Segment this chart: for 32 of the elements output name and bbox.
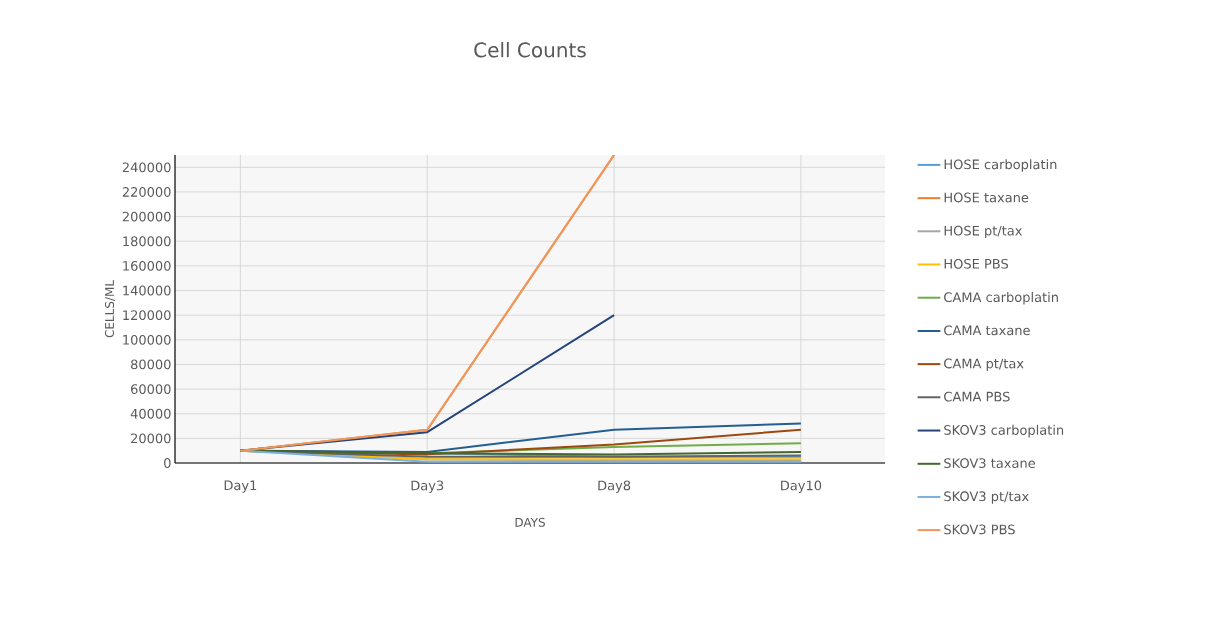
legend-label: HOSE pt/tax: [944, 225, 1023, 239]
y-tick-label: 160000: [123, 260, 171, 271]
x-tick-label: Day3: [411, 480, 444, 493]
y-tick-label: 180000: [123, 236, 171, 247]
y-tick-label: 200000: [122, 211, 171, 222]
legend-label: SKOV3 PBS: [944, 524, 1015, 535]
chart-title: Cell Counts: [474, 41, 586, 58]
legend-label: HOSE PBS: [944, 258, 1009, 269]
y-tick-label: 40000: [130, 408, 171, 419]
y-tick-label: 240000: [122, 162, 171, 173]
legend-label: HOSE taxane: [944, 192, 1029, 203]
legend-label: CAMA carboplatin: [944, 292, 1058, 305]
legend-label: CAMA PBS: [944, 391, 1010, 402]
x-axis-title: DAYS: [515, 517, 545, 527]
legend-label: SKOV3 carboplatin: [944, 424, 1064, 438]
y-axis-title: CELLS/ML: [104, 280, 115, 338]
y-tick-label: 220000: [122, 187, 171, 197]
y-tick-label: 0: [164, 458, 171, 468]
y-tick-label: 20000: [131, 433, 171, 444]
x-tick-label: Day1: [224, 480, 257, 493]
y-tick-label: 100000: [123, 334, 171, 345]
legend-label: HOSE carboplatin: [944, 159, 1057, 172]
x-tick-label: Day8: [598, 480, 631, 493]
legend-label: SKOV3 taxane: [944, 458, 1035, 469]
y-tick-label: 80000: [130, 359, 171, 370]
legend-label: CAMA taxane: [944, 325, 1030, 336]
x-tick-label: Day10: [781, 480, 822, 493]
y-tick-label: 140000: [123, 285, 171, 296]
legend-label: SKOV3 pt/tax: [944, 491, 1029, 504]
legend-label: CAMA pt/tax: [944, 358, 1024, 371]
y-tick-label: 60000: [131, 384, 171, 394]
y-tick-label: 120000: [123, 310, 171, 321]
